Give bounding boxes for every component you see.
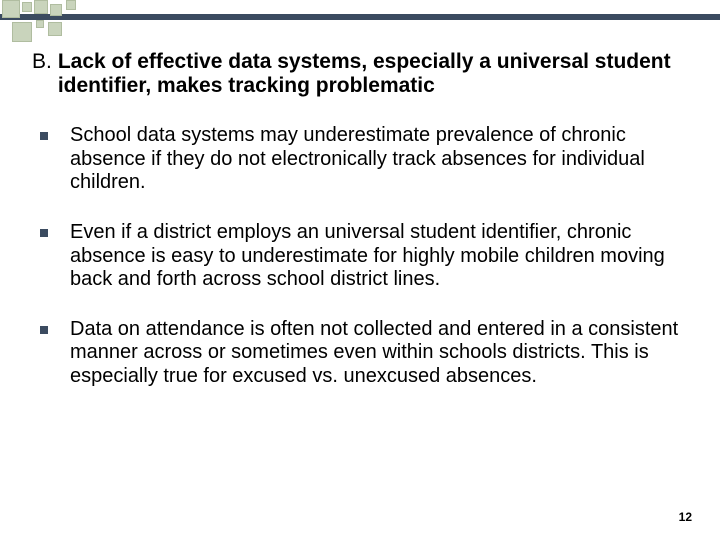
bullet-text: School data systems may underestimate pr…: [70, 124, 688, 195]
list-item: School data systems may underestimate pr…: [32, 124, 688, 195]
page-number: 12: [679, 510, 692, 524]
bullet-list: School data systems may underestimate pr…: [32, 124, 688, 388]
list-item: Even if a district employs an universal …: [32, 221, 688, 292]
decor-square: [12, 22, 32, 42]
bullet-square-icon: [40, 132, 48, 140]
header-bar: [0, 14, 720, 20]
decor-square: [2, 0, 20, 18]
slide-title: B. Lack of effective data systems, espec…: [32, 50, 688, 98]
slide-content: B. Lack of effective data systems, espec…: [32, 50, 688, 415]
bullet-square-icon: [40, 229, 48, 237]
header-decoration: [0, 0, 720, 44]
list-item: Data on attendance is often not collecte…: [32, 318, 688, 389]
decor-square: [48, 22, 62, 36]
title-prefix: B.: [32, 50, 58, 98]
bullet-square-icon: [40, 326, 48, 334]
decor-square: [66, 0, 76, 10]
decor-square: [34, 0, 48, 14]
decor-square: [22, 2, 32, 12]
bullet-text: Even if a district employs an universal …: [70, 221, 688, 292]
bullet-text: Data on attendance is often not collecte…: [70, 318, 688, 389]
decor-square: [50, 4, 62, 16]
decor-square: [36, 20, 44, 28]
title-main: Lack of effective data systems, especial…: [58, 50, 688, 98]
